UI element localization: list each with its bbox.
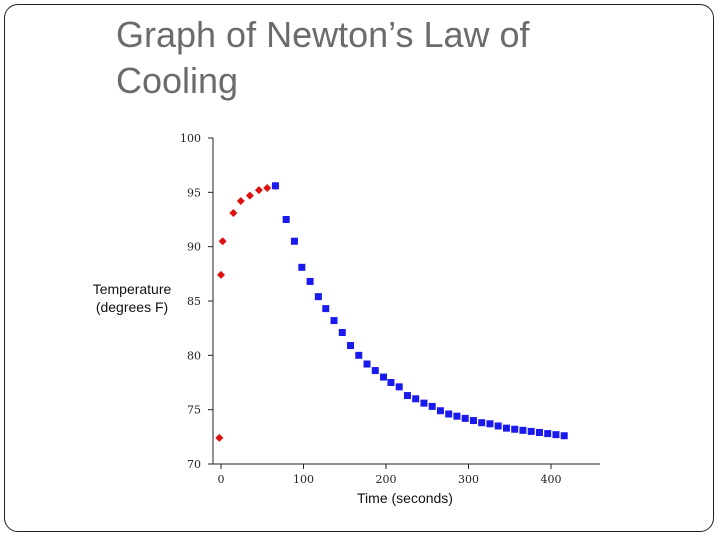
- data-point-square: [428, 402, 436, 410]
- y-tick-label: 100: [180, 132, 201, 145]
- slide-title-line-1: Graph of Newton’s Law of: [116, 14, 530, 55]
- y-tick-label: 80: [187, 349, 201, 362]
- data-point-square: [371, 367, 379, 375]
- data-point-square: [527, 427, 535, 435]
- data-point-diamond: [236, 197, 245, 206]
- data-point-square: [494, 422, 502, 430]
- y-tick-label: 85: [187, 295, 201, 308]
- data-point-square: [519, 426, 527, 434]
- y-axis-label-line-1: Temperature: [92, 281, 172, 297]
- data-point-diamond: [218, 237, 227, 246]
- y-tick-label: 95: [187, 186, 201, 199]
- data-point-square: [282, 216, 290, 223]
- data-point-square: [544, 430, 552, 438]
- data-point-square: [330, 317, 338, 325]
- data-point-square: [271, 182, 279, 190]
- data-point-square: [298, 263, 306, 271]
- x-axis-label: Time (seconds): [357, 490, 453, 506]
- data-point-square: [535, 428, 543, 436]
- data-point-square: [403, 392, 411, 400]
- data-point-square: [387, 379, 395, 386]
- data-point-square: [560, 432, 568, 440]
- x-tick-label: 300: [458, 473, 479, 486]
- x-tick-label: 100: [293, 473, 314, 486]
- x-tick-label: 400: [541, 473, 562, 486]
- y-axis-label: Temperature (degrees F): [76, 280, 188, 316]
- data-point-square: [420, 399, 428, 407]
- data-point-square: [306, 277, 314, 285]
- data-point-diamond: [217, 270, 225, 279]
- data-point-square: [322, 305, 330, 313]
- data-point-square: [502, 424, 510, 432]
- data-point-square: [363, 360, 371, 368]
- x-tick-label: 200: [376, 473, 397, 486]
- y-tick-label: 70: [187, 458, 201, 471]
- data-point-square: [380, 373, 388, 381]
- slide-frame: [4, 4, 714, 532]
- data-point-square: [478, 419, 486, 427]
- y-tick-label: 75: [187, 404, 201, 417]
- data-point-square: [395, 383, 403, 391]
- data-point-square: [338, 329, 346, 337]
- data-point-square: [445, 410, 453, 418]
- x-tick-label: 0: [218, 473, 225, 486]
- slide-title: Graph of Newton’s Law of Cooling: [116, 12, 636, 104]
- data-point-square: [314, 293, 322, 301]
- data-point-diamond: [254, 186, 263, 195]
- data-point-square: [347, 342, 355, 350]
- data-point-square: [412, 395, 420, 403]
- data-point-diamond: [263, 183, 272, 192]
- data-point-square: [436, 407, 444, 415]
- data-point-square: [453, 412, 461, 420]
- data-point-square: [469, 417, 477, 425]
- y-axis-label-line-2: (degrees F): [95, 299, 169, 315]
- data-point-square: [355, 351, 363, 359]
- slide-title-line-2: Cooling: [116, 60, 239, 101]
- data-point-square: [511, 425, 519, 433]
- y-tick-label: 90: [187, 241, 201, 254]
- data-point-square: [486, 420, 494, 428]
- data-point-diamond: [215, 433, 224, 442]
- data-point-square: [461, 414, 469, 422]
- data-point-square: [290, 237, 298, 245]
- data-point-square: [552, 431, 560, 439]
- data-point-diamond: [229, 208, 238, 217]
- data-point-diamond: [245, 191, 254, 200]
